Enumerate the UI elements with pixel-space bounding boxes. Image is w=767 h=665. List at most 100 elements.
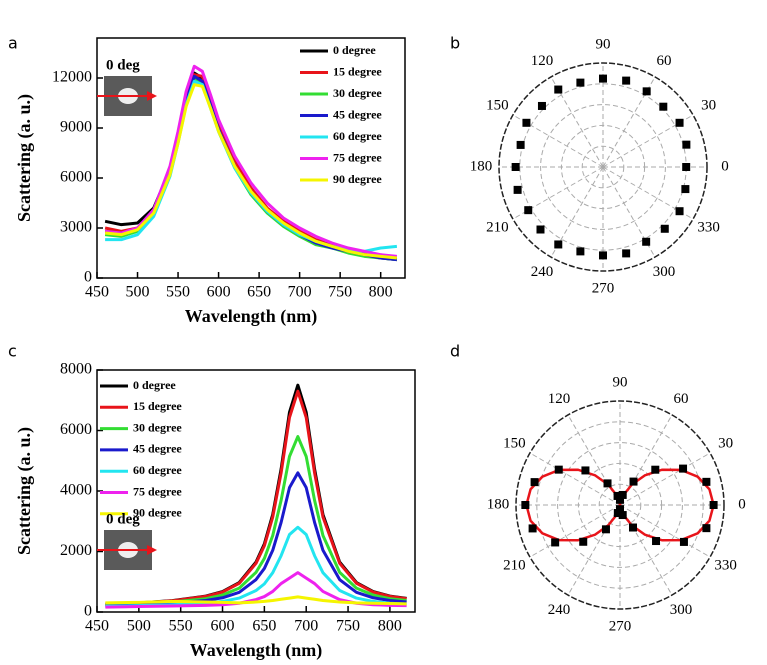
- data-point: [522, 118, 531, 127]
- legend-label: 45 degree: [333, 107, 382, 121]
- series-line: [105, 595, 407, 606]
- x-tick-label: 650: [247, 284, 271, 301]
- data-point: [675, 118, 684, 127]
- data-point: [521, 501, 530, 509]
- legend-label: 0 degree: [133, 378, 176, 392]
- theta-tick-label: 0: [721, 158, 729, 174]
- theta-tick-label: 180: [470, 158, 493, 174]
- theta-tick-label: 30: [718, 435, 733, 451]
- legend-label: 0 degree: [333, 43, 376, 57]
- theta-tick-label: 210: [503, 557, 526, 573]
- legend-label: 60 degree: [333, 129, 382, 143]
- data-point: [511, 163, 520, 171]
- x-tick-label: 450: [85, 618, 109, 635]
- polar-frame: [515, 400, 725, 610]
- theta-tick-label: 300: [653, 264, 676, 280]
- grid-spoke: [512, 166, 604, 220]
- x-tick-label: 800: [369, 284, 393, 301]
- data-point: [629, 477, 638, 486]
- x-tick-label: 550: [166, 284, 190, 301]
- grid-ring: [557, 442, 683, 568]
- legend-label: 30 degree: [133, 420, 182, 434]
- y-axis-title: Scattering (a. u.): [14, 427, 35, 555]
- x-tick-label: 500: [127, 618, 151, 635]
- data-point: [554, 240, 563, 249]
- data-point: [579, 537, 588, 546]
- data-point: [551, 538, 560, 547]
- data-point: [679, 464, 688, 473]
- theta-tick-label: 90: [596, 36, 611, 52]
- theta-tick-label: 0: [738, 496, 746, 512]
- data-point: [709, 501, 718, 509]
- x-tick-label: 600: [207, 284, 231, 301]
- theta-tick-label: 120: [548, 391, 571, 407]
- theta-tick-label: 300: [670, 602, 693, 618]
- data-point: [524, 206, 533, 215]
- data-point: [629, 523, 637, 532]
- data-point: [528, 524, 537, 533]
- legend-label: 30 degree: [333, 86, 382, 100]
- theta-tick-label: 150: [503, 435, 526, 451]
- series-line: [104, 64, 398, 258]
- y-tick-label: 2000: [60, 542, 92, 559]
- grid-spoke: [550, 166, 604, 258]
- polar-frame: [498, 62, 708, 272]
- theta-tick-label: 120: [531, 53, 554, 69]
- theta-tick-label: 90: [613, 374, 628, 390]
- theta-tick-label: 60: [657, 53, 672, 69]
- theta-tick-label: 210: [486, 219, 509, 235]
- data-point: [613, 491, 622, 500]
- data-point: [599, 251, 607, 260]
- grid-spoke: [550, 76, 604, 168]
- data-point: [702, 524, 711, 533]
- legend-label: 15 degree: [133, 399, 182, 413]
- x-tick-label: 700: [294, 618, 318, 635]
- y-tick-label: 8000: [60, 361, 92, 378]
- x-tick-label: 450: [85, 284, 109, 301]
- grid-ring: [540, 104, 666, 230]
- data-point: [679, 537, 688, 546]
- theta-tick-label: 240: [531, 264, 554, 280]
- x-tick-label: 700: [288, 284, 312, 301]
- panel-label: c: [8, 342, 17, 361]
- series-line: [105, 389, 407, 606]
- x-tick-label: 650: [252, 618, 276, 635]
- legend-label: 15 degree: [333, 64, 382, 78]
- data-point: [554, 85, 563, 94]
- y-tick-label: 6000: [60, 421, 92, 438]
- grid-spoke: [619, 504, 711, 558]
- grid-spoke: [512, 114, 604, 168]
- grid-spoke: [602, 166, 656, 258]
- y-tick-label: 0: [84, 603, 92, 620]
- legend-label: 60 degree: [133, 463, 182, 477]
- theta-tick-label: 30: [701, 97, 716, 113]
- plot-frame: [96, 37, 406, 279]
- theta-tick-label: 60: [674, 391, 689, 407]
- theta-tick-label: 150: [486, 97, 509, 113]
- legend-label: 75 degree: [333, 150, 382, 164]
- data-point: [530, 478, 539, 487]
- legend-label: 90 degree: [133, 506, 182, 520]
- data-point: [576, 78, 585, 87]
- series-line: [104, 83, 398, 260]
- legend-label: 75 degree: [133, 484, 182, 498]
- data-point: [681, 185, 690, 194]
- grid-spoke: [529, 504, 621, 558]
- data-point: [682, 163, 691, 171]
- data-point: [652, 537, 661, 546]
- x-axis-title: Wavelength (nm): [190, 640, 323, 661]
- inset-label: 0 deg: [106, 57, 140, 73]
- x-tick-label: 750: [328, 284, 352, 301]
- data-point: [576, 247, 585, 256]
- y-axis-title: Scattering (a. u.): [14, 94, 35, 222]
- data-point: [660, 224, 669, 233]
- data-point: [581, 466, 590, 475]
- data-point: [622, 76, 631, 85]
- grid-spoke: [619, 452, 711, 506]
- data-point: [642, 237, 651, 246]
- inset-label: 0 deg: [106, 511, 140, 527]
- grid-spoke: [602, 114, 694, 168]
- panel-label: a: [8, 34, 18, 53]
- theta-tick-label: 330: [697, 219, 720, 235]
